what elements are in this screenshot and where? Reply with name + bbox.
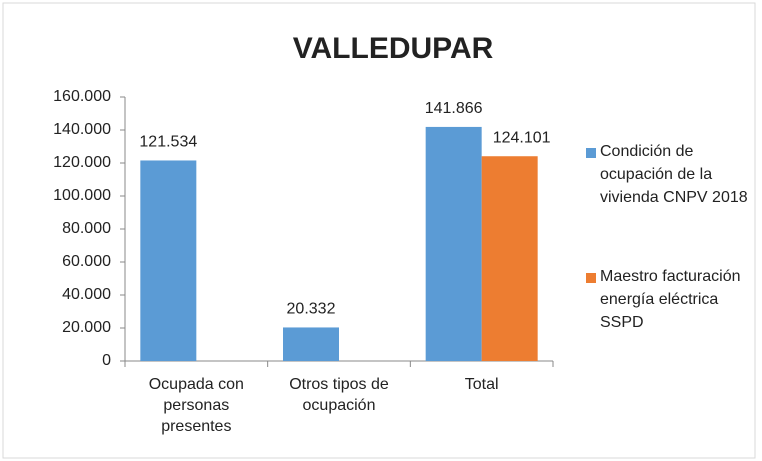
bar <box>140 160 197 361</box>
x-tick-label: Otros tipos de ocupación <box>289 376 389 414</box>
data-label: 121.534 <box>139 134 197 151</box>
chart-title: VALLEDUPAR <box>293 32 494 65</box>
data-label: 124.101 <box>493 129 551 146</box>
y-tick-label: 160.000 <box>53 88 111 105</box>
legend-label: Maestro facturación energía eléctrica SS… <box>600 268 741 331</box>
data-label: 20.332 <box>287 301 336 318</box>
bar <box>481 156 538 361</box>
y-tick-label: 40.000 <box>62 286 111 303</box>
y-tick-label: 20.000 <box>62 319 111 336</box>
legend-swatch <box>586 148 596 158</box>
legend-label: Condición de ocupación de la vivienda CN… <box>600 143 748 206</box>
y-tick-label: 80.000 <box>62 220 111 237</box>
legend-swatch <box>586 273 596 283</box>
x-tick-label: Ocupada con personas presentes <box>148 376 244 435</box>
y-tick-label: 120.000 <box>53 154 111 171</box>
bar <box>283 327 339 361</box>
y-tick-label: 0 <box>102 352 111 369</box>
x-tick-label: Total <box>464 376 499 393</box>
y-tick-label: 100.000 <box>53 187 111 204</box>
bar <box>425 126 482 361</box>
y-tick-label: 140.000 <box>53 121 111 138</box>
y-tick-label: 60.000 <box>62 253 111 270</box>
data-label: 141.866 <box>425 100 483 117</box>
